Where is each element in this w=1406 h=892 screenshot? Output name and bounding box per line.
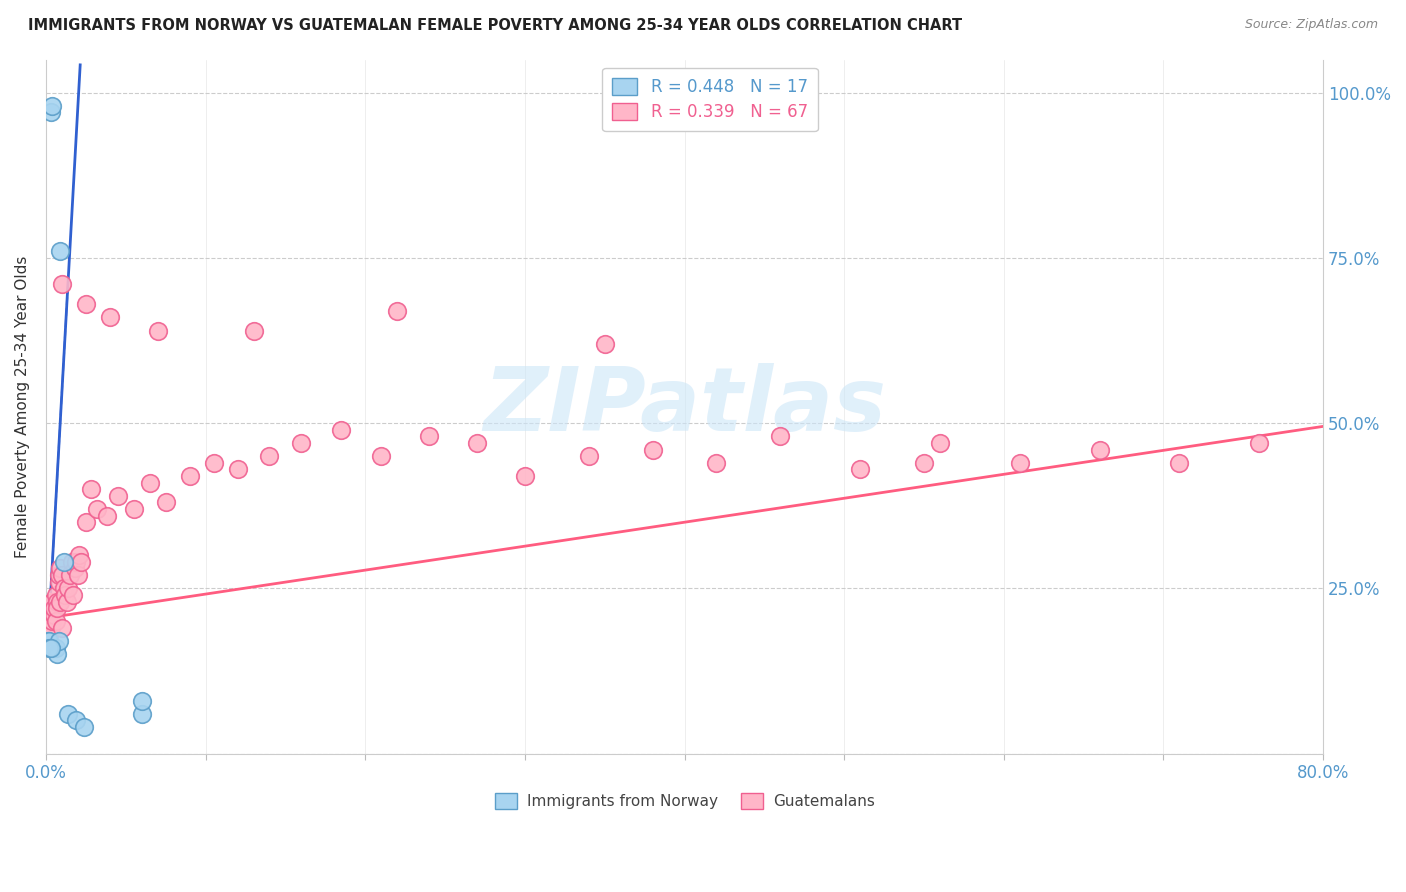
Point <box>290 436 312 450</box>
Point <box>42 640 65 655</box>
Point <box>45 588 67 602</box>
Point <box>39 621 62 635</box>
Point <box>37 634 59 648</box>
Point <box>706 456 728 470</box>
Point <box>55 594 77 608</box>
Point <box>1168 456 1191 470</box>
Point <box>70 555 93 569</box>
Point <box>51 621 73 635</box>
Point <box>1008 456 1031 470</box>
Point <box>49 561 72 575</box>
Point <box>41 99 63 113</box>
Point <box>849 462 872 476</box>
Point <box>37 615 59 629</box>
Point <box>39 640 62 655</box>
Point <box>65 714 87 728</box>
Point <box>45 615 67 629</box>
Text: Source: ZipAtlas.com: Source: ZipAtlas.com <box>1244 18 1378 31</box>
Point <box>86 502 108 516</box>
Point <box>641 442 664 457</box>
Text: IMMIGRANTS FROM NORWAY VS GUATEMALAN FEMALE POVERTY AMONG 25-34 YEAR OLDS CORREL: IMMIGRANTS FROM NORWAY VS GUATEMALAN FEM… <box>28 18 962 33</box>
Point <box>330 423 353 437</box>
Point <box>59 568 82 582</box>
Point <box>52 555 75 569</box>
Point <box>46 594 69 608</box>
Point <box>66 568 89 582</box>
Point <box>75 515 97 529</box>
Point <box>370 449 392 463</box>
Point <box>39 607 62 622</box>
Point <box>912 456 935 470</box>
Point <box>73 720 96 734</box>
Point <box>593 336 616 351</box>
Point <box>58 706 80 721</box>
Point <box>53 588 76 602</box>
Point <box>42 607 65 622</box>
Point <box>929 436 952 450</box>
Point <box>38 634 60 648</box>
Point <box>49 594 72 608</box>
Point <box>1249 436 1271 450</box>
Point <box>139 475 162 490</box>
Point <box>38 601 60 615</box>
Point <box>62 588 84 602</box>
Point <box>513 469 536 483</box>
Point <box>38 640 60 655</box>
Point <box>465 436 488 450</box>
Point <box>1088 442 1111 457</box>
Point <box>51 568 73 582</box>
Point <box>39 105 62 120</box>
Point <box>49 244 72 259</box>
Text: ZIPatlas: ZIPatlas <box>484 363 886 450</box>
Point <box>41 615 63 629</box>
Point <box>38 627 60 641</box>
Point <box>63 561 86 575</box>
Point <box>75 297 97 311</box>
Point <box>79 482 101 496</box>
Point <box>385 303 408 318</box>
Point <box>98 310 121 325</box>
Y-axis label: Female Poverty Among 25-34 Year Olds: Female Poverty Among 25-34 Year Olds <box>15 255 30 558</box>
Point <box>96 508 118 523</box>
Point <box>69 548 91 562</box>
Point <box>242 324 264 338</box>
Point <box>578 449 600 463</box>
Point <box>226 462 249 476</box>
Point <box>45 640 67 655</box>
Point <box>107 489 129 503</box>
Point <box>58 582 80 596</box>
Point <box>418 429 440 443</box>
Point <box>131 693 153 707</box>
Point <box>179 469 201 483</box>
Point <box>769 429 792 443</box>
Point <box>122 502 145 516</box>
Point <box>48 574 70 589</box>
Point <box>41 594 63 608</box>
Point <box>146 324 169 338</box>
Point <box>48 634 70 648</box>
Point <box>52 582 75 596</box>
Point <box>46 648 69 662</box>
Point <box>48 568 70 582</box>
Point <box>155 495 177 509</box>
Point <box>42 601 65 615</box>
Point <box>60 555 83 569</box>
Point <box>65 555 87 569</box>
Point <box>51 277 73 292</box>
Point <box>46 601 69 615</box>
Legend: Immigrants from Norway, Guatemalans: Immigrants from Norway, Guatemalans <box>488 787 880 815</box>
Point <box>259 449 281 463</box>
Point <box>131 706 153 721</box>
Point <box>202 456 225 470</box>
